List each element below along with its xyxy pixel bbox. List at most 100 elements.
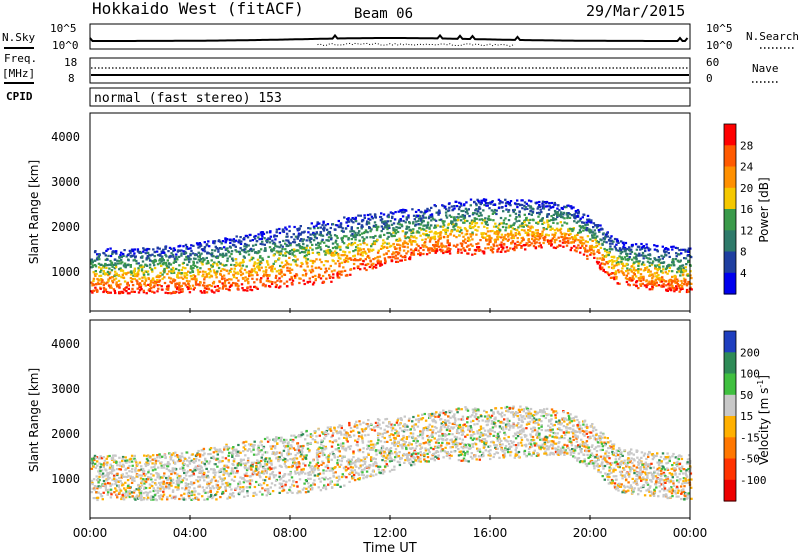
- power-cell: [97, 262, 101, 265]
- velocity-cell: [158, 481, 161, 485]
- velocity-cell: [126, 479, 130, 482]
- velocity-cell: [108, 482, 111, 485]
- power-cell: [281, 247, 284, 251]
- power-cell: [170, 281, 173, 285]
- power-cell: [194, 257, 197, 260]
- power-cell: [350, 227, 353, 231]
- velocity-cell: [124, 481, 127, 484]
- velocity-cell: [111, 465, 115, 468]
- power-cell: [177, 288, 181, 291]
- velocity-cell: [131, 476, 134, 479]
- power-cell: [239, 271, 243, 274]
- power-cell: [581, 225, 585, 228]
- power-cell: [198, 254, 202, 257]
- power-cell: [687, 282, 690, 285]
- velocity-cell: [136, 494, 139, 497]
- power-cell: [279, 264, 282, 268]
- power-cell: [185, 247, 188, 250]
- power-cell: [123, 280, 127, 283]
- velocity-cell: [171, 478, 175, 481]
- power-cell: [238, 262, 241, 265]
- velocity-cell: [203, 462, 206, 465]
- velocity-cell: [99, 465, 102, 469]
- power-cell: [240, 283, 244, 286]
- velocity-cell: [96, 478, 100, 481]
- power-cell: [374, 266, 378, 269]
- power-cell: [570, 207, 573, 210]
- power-cell: [234, 249, 237, 252]
- power-cell: [457, 213, 460, 216]
- power-cell: [172, 261, 175, 264]
- power-cell: [263, 273, 266, 276]
- power-cell: [114, 262, 117, 265]
- power-cell: [218, 247, 221, 250]
- power-cell: [424, 244, 427, 247]
- power-cell: [351, 243, 355, 246]
- power-cell: [138, 277, 141, 280]
- power-cell: [409, 229, 412, 232]
- power-cell: [475, 249, 478, 252]
- power-cell: [416, 215, 419, 218]
- power-cell: [658, 263, 661, 266]
- velocity-cell: [150, 466, 153, 469]
- velocity-cell: [136, 463, 140, 466]
- power-cell: [527, 244, 530, 247]
- velocity-cell: [272, 476, 276, 479]
- power-cell: [187, 287, 190, 291]
- power-cell: [469, 198, 473, 201]
- velocity-cell: [138, 496, 141, 499]
- power-cell: [169, 280, 172, 283]
- velocity-cell: [258, 490, 262, 493]
- power-cell: [260, 237, 263, 240]
- power-cell: [192, 261, 195, 264]
- power-cell: [325, 244, 328, 247]
- velocity-cell: [193, 458, 196, 461]
- power-cell: [131, 290, 134, 293]
- velocity-cell: [232, 460, 236, 463]
- velocity-cell: [144, 480, 148, 483]
- velocity-cell: [120, 476, 123, 479]
- power-cell: [372, 224, 376, 227]
- power-cell: [224, 284, 227, 287]
- power-cell: [471, 253, 474, 256]
- power-cell: [271, 265, 274, 268]
- power-cell: [193, 254, 197, 257]
- power-cell: [139, 266, 143, 269]
- power-cell: [667, 263, 671, 266]
- power-cell: [368, 265, 372, 269]
- velocity-cell: [97, 485, 100, 488]
- power-cell: [327, 252, 330, 255]
- power-cell: [376, 239, 379, 242]
- velocity-cell: [109, 488, 113, 491]
- velocity-cell: [207, 470, 210, 473]
- power-cell: [686, 254, 689, 257]
- velocity-cell: [162, 464, 165, 467]
- power-cell: [137, 269, 140, 272]
- power-cell: [407, 214, 410, 217]
- power-cell: [212, 240, 215, 243]
- power-cell: [245, 271, 248, 274]
- velocity-cell: [212, 451, 215, 454]
- power-cell: [300, 261, 303, 265]
- power-cell: [189, 271, 192, 274]
- power-cell: [287, 263, 290, 266]
- power-cell: [317, 266, 321, 269]
- velocity-cell: [238, 488, 242, 491]
- power-cell: [442, 251, 445, 255]
- power-cell: [442, 224, 446, 227]
- power-cell: [236, 288, 239, 291]
- velocity-cell: [113, 491, 116, 494]
- power-cell: [460, 244, 464, 248]
- power-cell: [676, 247, 679, 250]
- power-cell: [556, 245, 559, 248]
- power-cell: [370, 249, 374, 252]
- velocity-cell: [140, 474, 143, 477]
- power-cell: [635, 260, 638, 263]
- power-cell: [667, 265, 670, 268]
- power-cell: [635, 280, 639, 283]
- power-cell: [414, 223, 418, 226]
- power-cell: [224, 237, 227, 240]
- power-cell: [658, 258, 662, 261]
- power-cell: [535, 241, 538, 244]
- velocity-cell: [147, 469, 151, 472]
